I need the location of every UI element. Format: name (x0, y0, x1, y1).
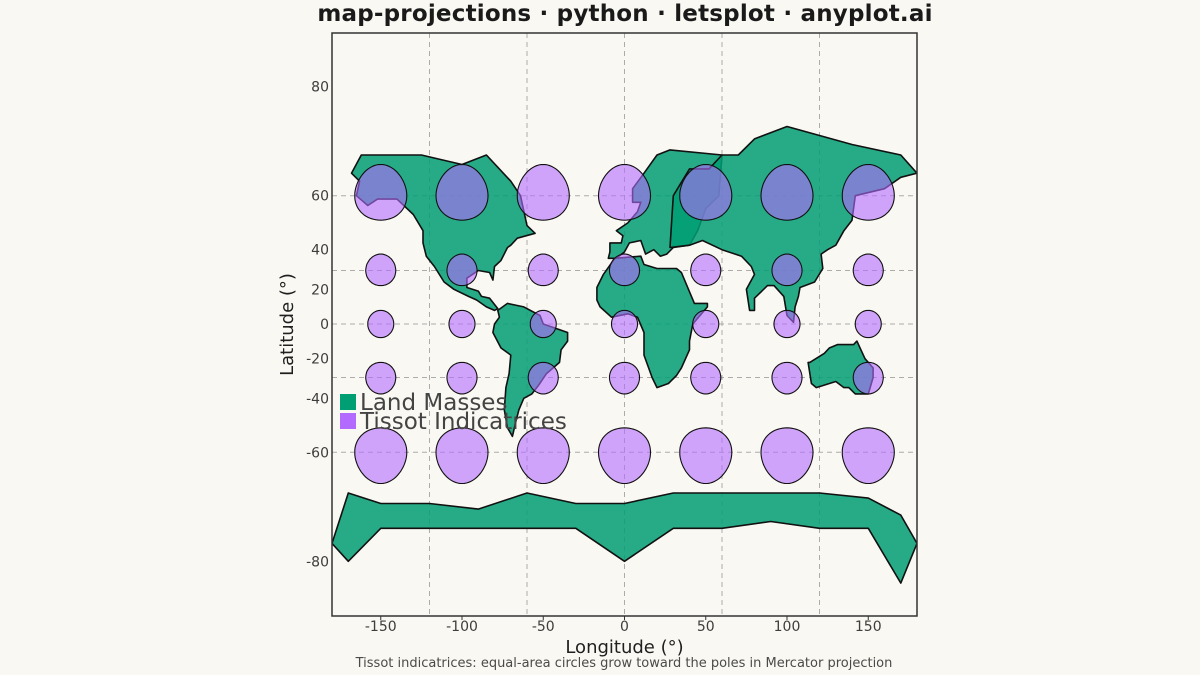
x-tick-label: -150 (365, 619, 397, 635)
legend-key (340, 413, 356, 429)
y-tick-label: -20 (306, 352, 329, 368)
tissot-indicatrix (690, 253, 722, 287)
y-tick-label: 40 (311, 243, 329, 259)
tissot-indicatrix (608, 361, 641, 395)
legend-label: Tissot Indicatrices (359, 409, 567, 435)
plot-area (332, 33, 917, 616)
y-tick-label: 80 (311, 80, 329, 96)
tissot-indicatrix (516, 163, 570, 221)
x-tick-label: 100 (774, 619, 801, 635)
y-axis-title: Latitude (°) (277, 273, 298, 376)
tissot-indicatrix (852, 253, 884, 287)
tissot-indicatrix (365, 361, 397, 395)
legend-label: Land Masses (360, 390, 507, 416)
tissot-indicatrix (446, 253, 478, 287)
tissot-indicatrix (679, 163, 733, 221)
land-antarctica (332, 492, 917, 584)
x-tick-label: 0 (620, 619, 629, 635)
tissot-indicatrix (771, 253, 803, 287)
tissot-indicatrix (854, 309, 882, 339)
tissot-indicatrix (760, 163, 814, 221)
tissot-indicatrix (679, 427, 733, 485)
y-tick-label: -80 (306, 554, 329, 570)
y-tick-label: 20 (311, 282, 329, 298)
tissot-indicatrix (527, 361, 559, 395)
x-axis-title: Longitude (°) (565, 637, 683, 658)
x-tick-label: -50 (532, 619, 555, 635)
tissot-indicatrix (610, 309, 639, 339)
tissot-indicatrix (608, 253, 641, 287)
tissot-indicatrix (365, 253, 397, 287)
tissot-indicatrix (852, 361, 884, 395)
land-africa (596, 255, 709, 389)
tissot-indicatrix (435, 427, 489, 485)
tissot-indicatrix (527, 253, 559, 287)
tissot-indicatrix (597, 427, 652, 485)
tissot-indicatrix (771, 361, 803, 395)
tissot-indicatrix (435, 163, 489, 221)
tissot-indicatrix (597, 163, 652, 221)
x-tick-label: -100 (446, 619, 478, 635)
chart-caption: Tissot indicatrices: equal-area circles … (355, 656, 893, 671)
tissot-indicatrix (841, 163, 895, 221)
y-tick-label: -40 (306, 391, 329, 407)
y-tick-label: 0 (320, 317, 329, 333)
x-tick-label: 150 (855, 619, 882, 635)
tissot-indicatrix (690, 361, 722, 395)
tissot-indicatrix (760, 427, 814, 485)
tissot-indicatrix (367, 309, 395, 339)
tissot-indicatrix (529, 309, 557, 339)
tissot-indicatrix (448, 309, 476, 339)
tissot-indicatrix (692, 309, 720, 339)
tissot-indicatrix (446, 361, 478, 395)
tissot-indicatrix (354, 163, 408, 221)
chart-title: map-projections · python · letsplot · an… (317, 1, 933, 27)
y-tick-label: -60 (306, 445, 329, 461)
y-tick-label: 60 (311, 189, 329, 205)
legend-key (340, 394, 356, 410)
tissot-indicatrix (516, 427, 570, 485)
tissot-indicatrix (354, 427, 408, 485)
tissot-indicatrix (773, 309, 801, 339)
tissot-indicatrix (841, 427, 895, 485)
x-tick-label: 50 (697, 619, 715, 635)
